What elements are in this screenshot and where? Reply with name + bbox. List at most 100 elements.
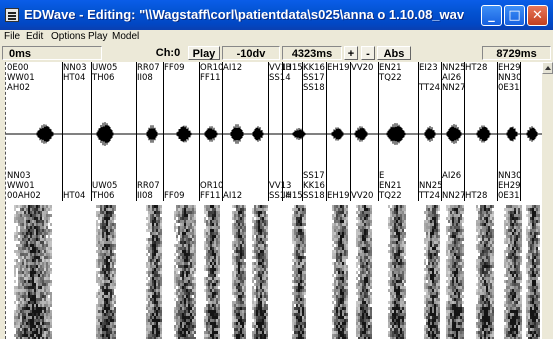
segment-label: IH15 [283, 191, 303, 201]
play-button[interactable]: Play [188, 46, 220, 60]
segment-label: NN27 [442, 191, 466, 201]
segment-label: RR07 [137, 63, 160, 73]
segment-boundary[interactable] [418, 62, 419, 201]
segment-label: KK16 [303, 181, 325, 191]
gain-display[interactable]: -10dv [222, 46, 280, 60]
segment-label: NN03 [63, 63, 87, 73]
segment-boundary[interactable] [268, 62, 269, 201]
menu-options[interactable]: Options [51, 31, 86, 42]
segment-label: FF09 [164, 191, 185, 201]
segment-label: 0E31 [498, 191, 520, 201]
menu-file[interactable]: File [4, 31, 21, 42]
segment-label: SS14 [269, 191, 291, 201]
segment-label: IH15 [283, 63, 303, 73]
menu-model[interactable]: Model [112, 31, 140, 42]
spectrogram-band [174, 205, 196, 339]
segment-label: EH29 [498, 63, 521, 73]
segment-label: II08 [137, 73, 153, 83]
segment-boundary[interactable] [326, 62, 327, 201]
minimize-button[interactable]: _ [481, 5, 502, 26]
segment-label: HT04 [63, 73, 86, 83]
menu-play[interactable]: Play [88, 31, 108, 42]
segment-boundary[interactable] [91, 62, 92, 201]
waveform-panel[interactable] [6, 62, 543, 205]
segment-label: SS14 [269, 73, 291, 83]
segment-label: SS18 [303, 191, 325, 201]
segment-label: FF11 [200, 191, 221, 201]
abs-button[interactable]: Abs [377, 46, 411, 60]
segment-label: AI12 [223, 63, 243, 73]
segment-label: OR10 [200, 63, 224, 73]
segment-boundary[interactable] [136, 62, 137, 201]
segment-label: NN30 [498, 73, 522, 83]
close-button[interactable]: ✕ [527, 5, 548, 26]
zoom-out-button[interactable]: - [361, 46, 375, 60]
maximize-button[interactable]: □ [504, 5, 525, 26]
segment-label: 0E31 [498, 83, 520, 93]
segment-label: NN30 [498, 171, 522, 181]
toolbar: 0ms Ch:0 Play -10dv 4323ms + - Abs 8729m… [0, 45, 553, 61]
segment-label: EI23 [419, 63, 438, 73]
segment-label: AH02 [7, 83, 31, 93]
spectrogram-panel[interactable] [6, 205, 543, 339]
segment-boundary[interactable] [199, 62, 200, 201]
segment-boundary[interactable] [497, 62, 498, 201]
start-time-display: 0ms [2, 46, 102, 60]
segment-boundary[interactable] [222, 62, 223, 201]
segment-label: NN03 [7, 171, 31, 181]
segment-label: NN27 [442, 83, 466, 93]
segment-label: AI26 [442, 171, 462, 181]
segment-label: VV20 [351, 63, 374, 73]
segment-label: HT04 [63, 191, 86, 201]
segment-label: 0E00 [7, 63, 29, 73]
segment-label: NN25 [442, 63, 466, 73]
segment-label: UW05 [92, 63, 118, 73]
spectrogram-band [146, 205, 162, 339]
segment-label: EN21 [379, 63, 402, 73]
spectrogram-band [232, 205, 246, 339]
spectrogram-band [204, 205, 220, 339]
segment-boundary[interactable] [464, 62, 465, 201]
segment-label: E [379, 171, 385, 181]
waveform-spectrogram-view[interactable]: 0E00 NN03 UW05 RR07 FF09 OR10 AI12 VV13 IH15 KK16… [5, 62, 543, 339]
app-icon[interactable] [5, 8, 19, 22]
segment-label: TQ22 [379, 191, 402, 201]
segment-boundary[interactable] [350, 62, 351, 201]
segment-label: VV13 [269, 63, 292, 73]
segment-label: EN21 [379, 181, 402, 191]
segment-boundary[interactable] [282, 62, 283, 201]
segment-label: SS17 [303, 73, 325, 83]
spectrogram-band [332, 205, 348, 339]
segment-label: AI26 [442, 73, 462, 83]
spectrogram-band [424, 205, 440, 339]
menu-edit[interactable]: Edit [26, 31, 44, 42]
window-title: EDWave - Editing: "\\Wagstaff\corl\patie… [24, 7, 464, 22]
channel-label[interactable]: Ch:0 [150, 46, 186, 60]
segment-boundary[interactable] [163, 62, 164, 201]
segment-boundary[interactable] [520, 62, 521, 201]
segment-label: TH06 [92, 73, 115, 83]
segment-label: TQ22 [379, 73, 402, 83]
cursor-time-display: 4323ms [282, 46, 342, 60]
segment-label: VV20 [351, 191, 374, 201]
end-time-display: 8729ms [482, 46, 551, 60]
spectrogram-band [476, 205, 494, 339]
segment-label: EH19 [327, 191, 350, 201]
segment-label: FF09 [164, 63, 185, 73]
waveform-trace [6, 122, 543, 146]
segment-label: KK16 [303, 63, 325, 73]
segment-label: NN25 [419, 181, 443, 191]
segment-boundary[interactable] [62, 62, 63, 201]
spectrogram-band [96, 205, 116, 339]
segment-boundary[interactable] [378, 62, 379, 201]
segment-boundary[interactable] [441, 62, 442, 201]
segment-label: VV13 [269, 181, 292, 191]
title-bar: EDWave - Editing: "\\Wagstaff\corl\patie… [0, 0, 553, 30]
segment-label: TT24 [419, 83, 441, 93]
segment-boundary[interactable] [302, 62, 303, 201]
segment-label: FF11 [200, 73, 221, 83]
scroll-up-arrow-icon[interactable] [542, 62, 553, 74]
zoom-in-button[interactable]: + [344, 46, 358, 60]
segment-label: HT28 [465, 63, 488, 73]
vertical-scrollbar[interactable] [542, 62, 553, 339]
